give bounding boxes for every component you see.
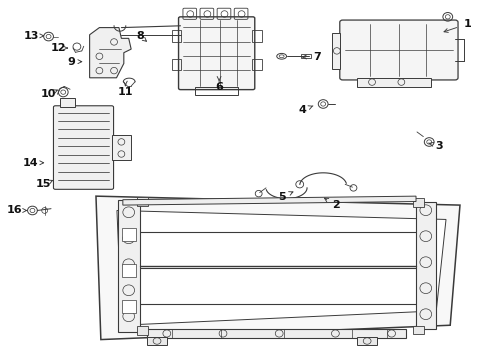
Text: 11: 11 (118, 87, 133, 97)
Bar (137, 326, 148, 335)
FancyBboxPatch shape (178, 17, 255, 90)
Bar (413, 198, 424, 207)
Bar (301, 54, 311, 58)
Text: 8: 8 (136, 31, 144, 41)
Bar (195, 87, 238, 95)
Polygon shape (332, 33, 340, 69)
Bar (122, 228, 136, 241)
Polygon shape (90, 28, 131, 78)
Text: 7: 7 (314, 52, 321, 62)
Bar (122, 264, 136, 277)
Bar (413, 325, 424, 334)
FancyBboxPatch shape (53, 106, 114, 189)
Text: 13: 13 (24, 31, 39, 41)
Text: 3: 3 (436, 141, 443, 151)
Polygon shape (60, 98, 75, 107)
Bar (172, 59, 181, 70)
Text: 14: 14 (23, 158, 39, 168)
Text: 6: 6 (215, 82, 223, 93)
Text: 9: 9 (68, 57, 75, 67)
Bar (172, 30, 181, 41)
Text: 10: 10 (41, 89, 56, 99)
Text: 2: 2 (332, 200, 340, 210)
Bar (252, 59, 262, 70)
Bar (122, 300, 136, 313)
Polygon shape (117, 211, 446, 325)
Text: 4: 4 (299, 105, 307, 115)
Text: 5: 5 (278, 192, 286, 202)
FancyBboxPatch shape (340, 20, 458, 80)
Polygon shape (357, 78, 431, 87)
Polygon shape (416, 202, 436, 329)
Text: 1: 1 (464, 19, 471, 29)
Bar (137, 197, 148, 206)
Polygon shape (147, 329, 406, 338)
Bar (357, 337, 377, 345)
Polygon shape (123, 196, 416, 205)
Polygon shape (96, 196, 460, 339)
Text: 12: 12 (50, 43, 66, 53)
Polygon shape (118, 200, 140, 332)
Bar (252, 30, 262, 41)
Text: 15: 15 (36, 179, 51, 189)
Bar (147, 337, 167, 345)
Text: 16: 16 (6, 206, 22, 216)
Bar (112, 135, 131, 159)
